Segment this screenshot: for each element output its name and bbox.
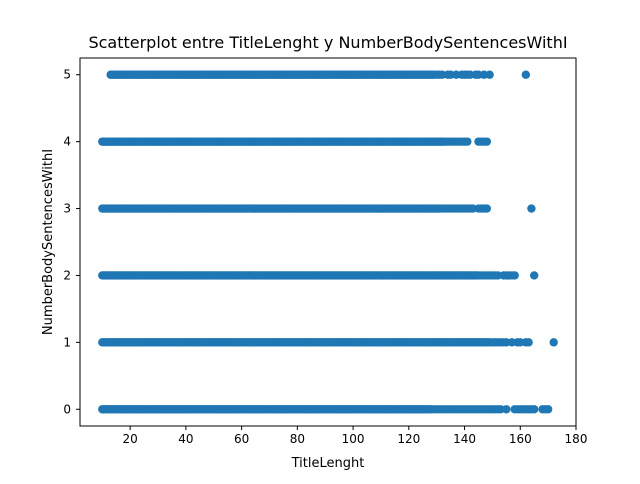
y-tick-label: 0	[63, 402, 71, 416]
plot-frame	[79, 57, 577, 427]
x-axis-label: TitleLenght	[291, 456, 365, 471]
data-point	[530, 405, 539, 414]
x-tick-label: 120	[397, 432, 420, 446]
y-axis-ticks: 0 1 2 3 4 5	[63, 68, 80, 416]
x-tick-label: 180	[565, 432, 588, 446]
data-point	[463, 137, 472, 146]
x-tick-label: 140	[453, 432, 476, 446]
data-point	[543, 405, 553, 414]
x-tick-label: 100	[342, 432, 365, 446]
x-axis-ticks: 20 40 60 80 100 120 140 160 180	[123, 426, 588, 446]
y-axis-label: NumberBodySentencesWithI	[41, 149, 56, 335]
x-tick-label: 40	[178, 432, 193, 446]
data-point	[482, 204, 492, 213]
x-tick-label: 80	[290, 432, 305, 446]
x-tick-label: 60	[234, 432, 249, 446]
y-tick-label: 4	[63, 135, 71, 149]
data-point	[524, 338, 533, 347]
chart-title: Scatterplot entre TitleLenght y NumberBo…	[88, 33, 567, 52]
data-point	[510, 271, 519, 280]
y-tick-label: 2	[63, 268, 71, 282]
data-point	[482, 137, 492, 146]
x-tick-label: 160	[509, 432, 532, 446]
data-point	[521, 70, 531, 79]
data-points	[98, 70, 558, 414]
data-point	[485, 70, 494, 79]
data-point	[530, 271, 539, 280]
data-point	[549, 338, 558, 347]
y-tick-label: 3	[63, 202, 71, 216]
data-point	[502, 405, 511, 414]
y-tick-label: 1	[63, 335, 71, 349]
data-point	[527, 204, 536, 213]
x-tick-label: 20	[123, 432, 138, 446]
y-tick-label: 5	[63, 68, 71, 82]
